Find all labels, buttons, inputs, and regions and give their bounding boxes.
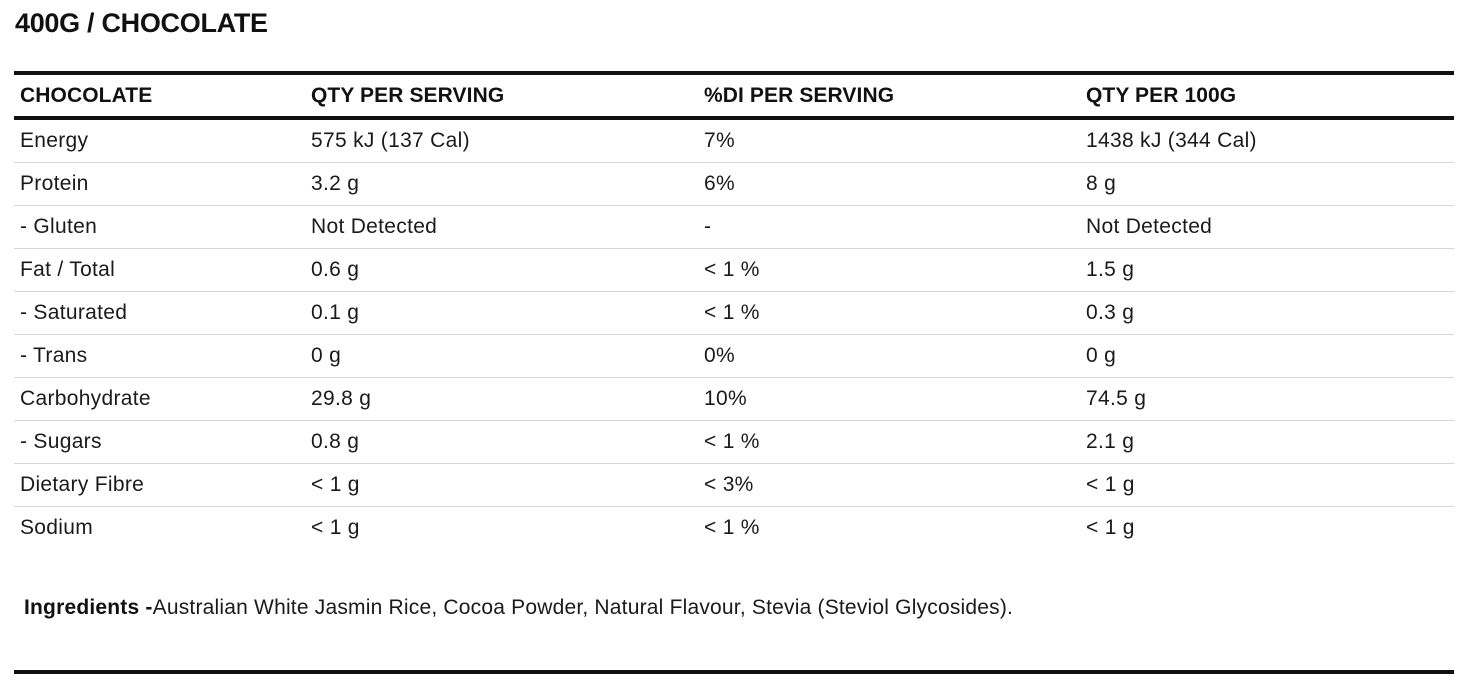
di-per-serving: 10% [698,377,1080,421]
di-per-serving: - [698,205,1080,249]
nutrient-name: - Gluten [14,205,305,249]
qty-per-100g: 2.1 g [1080,420,1454,464]
di-per-serving: 6% [698,162,1080,206]
qty-per-serving: Not Detected [305,205,698,249]
di-per-serving: < 3% [698,463,1080,507]
nutrient-name: - Sugars [14,420,305,464]
ingredients-text: Australian White Jasmin Rice, Cocoa Powd… [152,596,1014,619]
di-per-serving: < 1 % [704,516,760,539]
qty-per-serving: 0.6 g [305,248,698,292]
nutrient-name: Energy [14,118,305,163]
nutrition-table: CHOCOLATE QTY PER SERVING %DI PER SERVIN… [14,71,1454,549]
di-per-serving: 7% [698,118,1080,163]
nutrient-name: Dietary Fibre [14,463,305,507]
column-header-qty-per-serving: QTY PER SERVING [305,73,698,120]
qty-per-100g: 0 g [1080,334,1454,378]
table-row: - Gluten Not Detected - Not Detected [14,205,1454,249]
table-row: - Sugars 0.8 g < 1 % 2.1 g [14,420,1454,464]
qty-per-100g: < 1 g [1086,516,1135,539]
nutrition-table-container: CHOCOLATE QTY PER SERVING %DI PER SERVIN… [14,71,1454,549]
qty-per-serving: 29.8 g [305,377,698,421]
nutrient-name: Carbohydrate [14,377,305,421]
nutrition-table-body: Energy 575 kJ (137 Cal) 7% 1438 kJ (344 … [14,118,1454,549]
table-row: Carbohydrate 29.8 g 10% 74.5 g [14,377,1454,421]
table-row: Fat / Total 0.6 g < 1 % 1.5 g [14,248,1454,292]
qty-per-serving: 0.1 g [305,291,698,335]
qty-per-serving: 0.8 g [305,420,698,464]
qty-per-serving: < 1 g [311,516,360,539]
column-header-qty-per-100g: QTY PER 100G [1080,73,1454,120]
qty-per-100g: 0.3 g [1080,291,1454,335]
di-per-serving: < 1 % [698,420,1080,464]
nutrient-name: Fat / Total [14,248,305,292]
table-row: Sodium < 1 g < 1 % < 1 g [14,507,1454,550]
nutrient-name: Protein [14,162,305,206]
qty-per-100g: 74.5 g [1080,377,1454,421]
nutrition-table-header: CHOCOLATE QTY PER SERVING %DI PER SERVIN… [14,73,1454,120]
table-row: Energy 575 kJ (137 Cal) 7% 1438 kJ (344 … [14,118,1454,163]
di-per-serving: 0% [698,334,1080,378]
di-per-serving: < 1 % [698,291,1080,335]
table-row: Protein 3.2 g 6% 8 g [14,162,1454,206]
qty-per-serving: < 1 g [305,463,698,507]
qty-per-100g: 1.5 g [1080,248,1454,292]
di-per-serving: < 1 % [698,248,1080,292]
qty-per-100g: 1438 kJ (344 Cal) [1080,118,1454,163]
qty-per-100g: 8 g [1080,162,1454,206]
table-row: - Saturated 0.1 g < 1 % 0.3 g [14,291,1454,335]
nutrient-name: Sodium [20,516,94,539]
column-header-di-per-serving: %DI PER SERVING [698,73,1080,120]
header-row: CHOCOLATE QTY PER SERVING %DI PER SERVIN… [14,73,1454,120]
bottom-divider [14,670,1454,674]
nutrient-name: - Trans [14,334,305,378]
qty-per-100g: < 1 g [1080,463,1454,507]
ingredients-label: Ingredients - [24,596,153,619]
ingredients-statement: Ingredients -Australian White Jasmin Ric… [24,596,1013,620]
qty-per-serving: 3.2 g [305,162,698,206]
qty-per-serving: 575 kJ (137 Cal) [305,118,698,163]
table-row: Dietary Fibre < 1 g < 3% < 1 g [14,463,1454,507]
column-header-flavour: CHOCOLATE [14,73,305,120]
table-row: - Trans 0 g 0% 0 g [14,334,1454,378]
page-title: 400G / CHOCOLATE [15,8,268,38]
qty-per-serving: 0 g [305,334,698,378]
qty-per-100g: Not Detected [1080,205,1454,249]
nutrient-name: - Saturated [14,291,305,335]
